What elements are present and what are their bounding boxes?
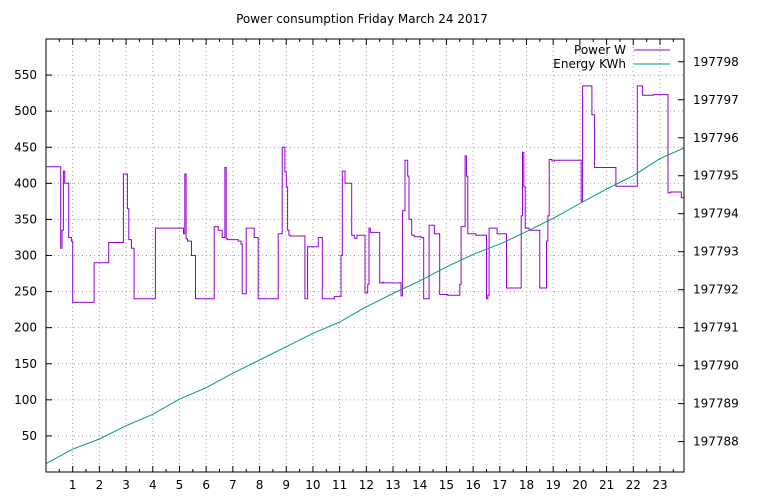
y-tick-label: 550: [14, 68, 37, 82]
legend-label-energy: Energy KWh: [553, 57, 626, 71]
x-tick-label: 23: [652, 478, 667, 492]
x-tick-label: 18: [519, 478, 534, 492]
y2-tick-label: 197793: [693, 245, 739, 259]
y2-tick-label: 197792: [693, 283, 739, 297]
x-tick-label: 19: [546, 478, 561, 492]
x-tick-label: 11: [332, 478, 347, 492]
series-line-power: [46, 85, 684, 303]
x-tick-label: 4: [149, 478, 157, 492]
y2-tick-label: 197796: [693, 131, 739, 145]
y2-tick-label: 197795: [693, 169, 739, 183]
chart-title: Power consumption Friday March 24 2017: [236, 12, 488, 26]
y2-tick-label: 197798: [693, 55, 739, 69]
x-tick-label: 21: [599, 478, 614, 492]
legend-label-power: Power W: [574, 43, 626, 57]
y-tick-label: 400: [14, 176, 37, 190]
x-tick-label: 6: [202, 478, 210, 492]
x-tick-label: 10: [305, 478, 320, 492]
x-tick-label: 14: [412, 478, 427, 492]
y2-tick-label: 197788: [693, 435, 739, 449]
x-tick-label: 2: [96, 478, 104, 492]
grid-lines: [46, 39, 684, 472]
y-tick-label: 150: [14, 357, 37, 371]
x-tick-label: 1: [69, 478, 77, 492]
y-tick-label: 350: [14, 212, 37, 226]
x-tick-label: 22: [626, 478, 641, 492]
x-tick-label: 3: [122, 478, 130, 492]
y2-tick-label: 197794: [693, 207, 739, 221]
y-tick-label: 450: [14, 140, 37, 154]
x-tick-label: 9: [282, 478, 290, 492]
series-line-energy: [45, 147, 685, 465]
y-tick-label: 300: [14, 249, 37, 263]
x-tick-label: 17: [492, 478, 507, 492]
x-tick-label: 12: [359, 478, 374, 492]
x-tick-label: 8: [256, 478, 264, 492]
y2-tick-label: 197789: [693, 397, 739, 411]
axis-ticks: 1 2 3 4 5 6 7 8 9 10 11 12 13 14 15 16 17 18 19 20 21 22 23501…: [14, 39, 739, 492]
y-tick-label: 200: [14, 321, 37, 335]
legend: Power W Energy KWh: [553, 43, 670, 71]
x-tick-label: 7: [229, 478, 237, 492]
x-tick-label: 20: [572, 478, 587, 492]
y-tick-label: 250: [14, 285, 37, 299]
series-layer: [45, 85, 685, 465]
y2-tick-label: 197797: [693, 93, 739, 107]
y-tick-label: 500: [14, 104, 37, 118]
x-tick-label: 5: [176, 478, 184, 492]
y2-tick-label: 197790: [693, 359, 739, 373]
y2-tick-label: 197791: [693, 321, 739, 335]
y-tick-label: 100: [14, 393, 37, 407]
x-tick-label: 15: [439, 478, 454, 492]
x-tick-label: 16: [465, 478, 480, 492]
x-tick-label: 13: [385, 478, 400, 492]
y-tick-label: 50: [22, 429, 37, 443]
